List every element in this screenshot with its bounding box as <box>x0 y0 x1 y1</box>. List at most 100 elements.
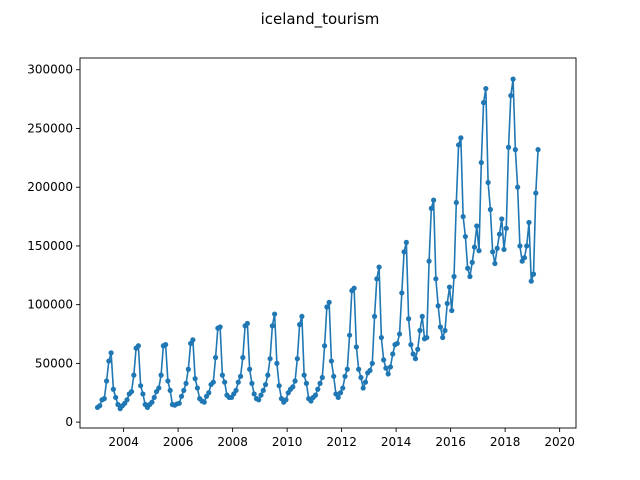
data-point <box>135 343 141 349</box>
data-point <box>124 397 130 403</box>
data-point <box>317 380 323 386</box>
data-point <box>426 258 432 264</box>
data-point <box>505 144 512 150</box>
data-point <box>440 334 446 341</box>
x-tick-label: 2018 <box>490 435 521 449</box>
data-point <box>319 374 325 381</box>
data-point <box>101 396 107 402</box>
data-point <box>455 142 462 148</box>
data-point <box>181 387 187 394</box>
data-point <box>510 76 516 82</box>
data-point <box>353 344 359 350</box>
data-point <box>403 239 409 246</box>
data-point <box>528 278 534 284</box>
data-point <box>342 373 348 379</box>
data-point <box>201 399 207 405</box>
data-point <box>260 387 266 394</box>
data-point <box>358 374 364 381</box>
data-point <box>337 390 344 396</box>
data-point <box>490 249 496 255</box>
data-point <box>267 356 273 362</box>
data-point <box>103 378 110 384</box>
data-point <box>163 342 169 348</box>
data-point <box>326 299 332 305</box>
data-point <box>290 384 296 390</box>
data-point <box>167 387 173 394</box>
data-point <box>499 216 505 222</box>
data-point <box>346 332 353 338</box>
data-point <box>533 190 539 196</box>
data-point <box>312 392 319 398</box>
series-line <box>96 78 539 410</box>
data-point <box>315 386 321 392</box>
data-point <box>415 346 421 352</box>
data-point <box>465 265 471 271</box>
data-point <box>494 245 500 251</box>
data-point <box>408 342 414 348</box>
data-point <box>412 356 419 362</box>
data-point <box>383 365 389 371</box>
y-tick-label: 150000 <box>27 239 73 253</box>
data-point <box>487 206 493 213</box>
data-point <box>106 358 112 364</box>
data-point <box>237 373 244 379</box>
data-point <box>276 383 282 389</box>
chart-title: iceland_tourism <box>261 10 380 29</box>
plot-frame <box>79 57 577 429</box>
data-point <box>478 159 484 166</box>
data-point <box>194 385 201 391</box>
data-point <box>362 379 369 385</box>
data-point <box>303 380 310 386</box>
x-tick-label: 2004 <box>108 435 139 449</box>
data-point <box>371 313 378 320</box>
data-point <box>274 360 280 366</box>
data-point <box>108 350 114 356</box>
data-point <box>222 379 228 385</box>
data-point <box>249 380 255 386</box>
data-point <box>444 300 450 307</box>
data-point <box>381 357 387 363</box>
data-point <box>301 372 307 378</box>
data-point <box>521 255 528 261</box>
data-point <box>138 383 144 389</box>
data-point <box>501 246 507 253</box>
data-point <box>262 381 269 388</box>
data-point <box>396 331 403 337</box>
data-point <box>458 135 464 141</box>
data-point <box>460 213 466 220</box>
data-point <box>115 401 121 408</box>
data-point <box>140 391 146 397</box>
data-point <box>235 379 241 385</box>
data-point <box>321 343 328 349</box>
data-point <box>178 393 185 399</box>
data-point <box>176 400 182 406</box>
data-point <box>360 385 366 391</box>
data-point <box>517 243 523 249</box>
x-tick-label: 2016 <box>435 435 466 449</box>
data-point <box>158 372 164 378</box>
y-tick-label: 0 <box>65 415 73 429</box>
data-point <box>462 233 468 240</box>
data-point <box>240 354 246 361</box>
data-point <box>526 219 532 226</box>
data-point <box>210 379 216 385</box>
data-point <box>387 364 394 370</box>
data-point <box>331 373 337 379</box>
data-point <box>417 327 423 334</box>
data-point <box>437 324 444 330</box>
data-point <box>297 322 303 328</box>
data-point <box>251 391 257 397</box>
data-point <box>283 397 289 403</box>
data-point <box>265 372 271 378</box>
data-point <box>272 311 278 317</box>
data-point <box>385 371 391 377</box>
data-point <box>401 249 407 255</box>
data-point <box>474 223 480 229</box>
data-point <box>406 316 412 322</box>
y-tick-label: 100000 <box>27 298 73 312</box>
data-point <box>410 351 416 357</box>
data-point <box>294 356 300 362</box>
data-point <box>390 351 396 357</box>
data-point <box>256 397 262 403</box>
